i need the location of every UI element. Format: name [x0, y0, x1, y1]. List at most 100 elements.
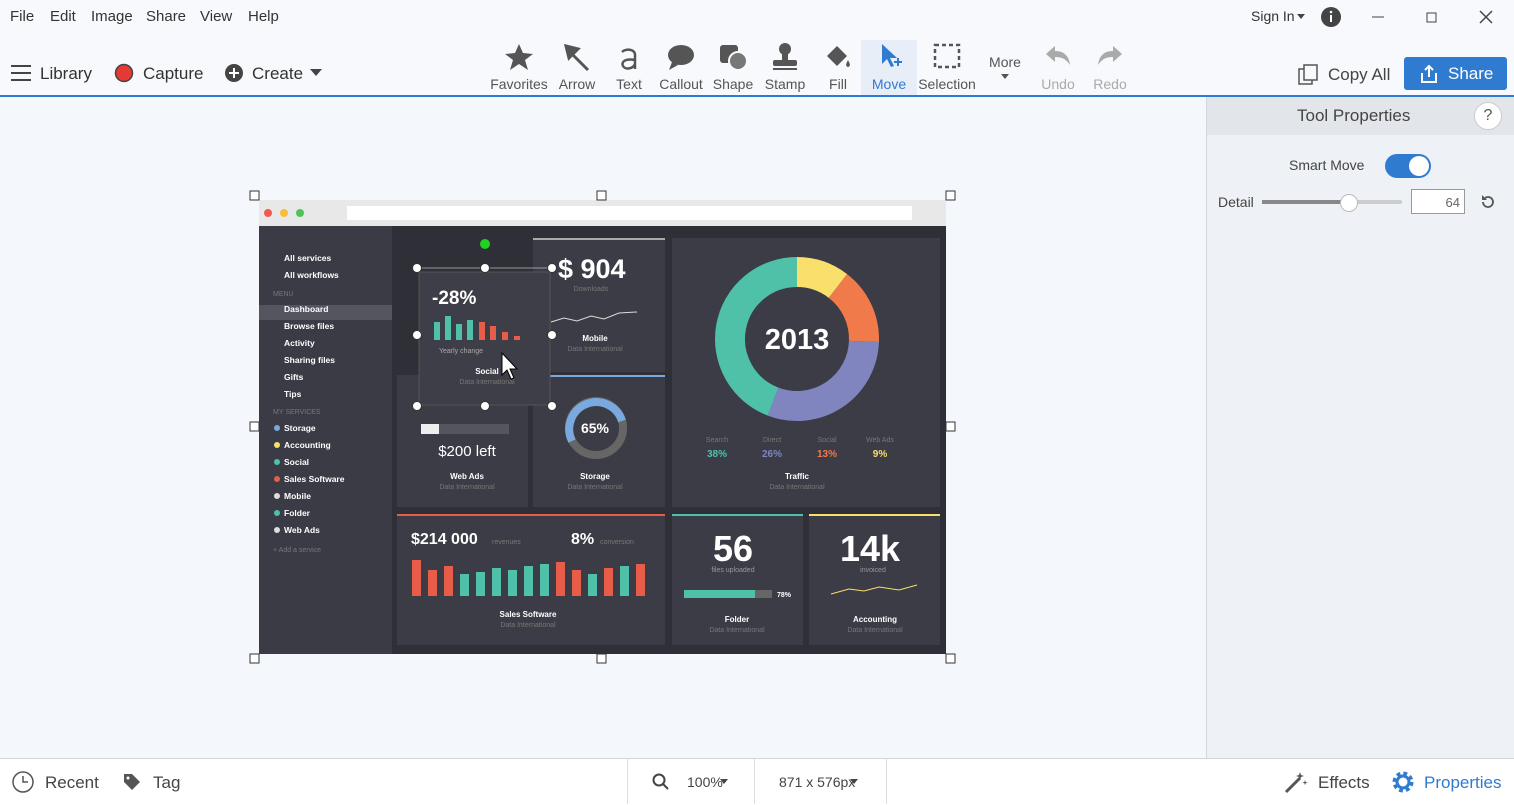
legend-name: Social — [817, 437, 837, 444]
toggle-knob — [1409, 156, 1429, 176]
sales-rate: 8% — [571, 531, 594, 548]
legend-value: 26% — [762, 449, 782, 460]
reset-icon[interactable] — [1479, 193, 1497, 211]
create-button[interactable]: Create — [252, 64, 304, 83]
sidebar-dot — [274, 425, 280, 431]
tool-shape[interactable]: Shape — [705, 40, 761, 95]
social-thumbnail-bars — [434, 316, 520, 340]
sidebar-item: Mobile — [284, 491, 311, 501]
folder-value: 56 — [713, 528, 753, 569]
sales-rate-caption: conversion — [600, 539, 634, 546]
captured-image[interactable]: All services All workflows MENU Dashboard Br… — [259, 200, 946, 654]
traffic-donut — [715, 257, 879, 421]
sidebar-dot — [274, 442, 280, 448]
card-storage — [533, 375, 665, 507]
web-ads-track — [439, 424, 509, 434]
legend-name: Web Ads — [866, 437, 894, 444]
slider-thumb[interactable] — [1340, 194, 1358, 212]
sidebar-item: Browse files — [284, 321, 334, 331]
tool-fill[interactable]: Fill — [810, 40, 866, 95]
folder-title: Folder — [725, 615, 749, 624]
zoom-icon — [652, 773, 669, 790]
tool-label: Text — [616, 76, 642, 92]
web-ads-bar — [421, 424, 439, 434]
object-handles[interactable] — [412, 239, 557, 411]
tool-arrow[interactable]: Arrow — [549, 40, 605, 95]
tool-more[interactable]: More — [977, 40, 1033, 95]
tag-button[interactable]: Tag — [153, 773, 181, 792]
copy-all-button[interactable]: Copy All — [1328, 65, 1391, 84]
tool-undo[interactable]: Undo — [1030, 40, 1086, 95]
sales-caption: revenues — [492, 539, 521, 546]
legend-value: 13% — [817, 449, 837, 460]
menu-item[interactable]: Image — [91, 8, 133, 25]
sidebar-dot — [274, 493, 280, 499]
folder-caption: files uploaded — [711, 567, 754, 574]
tool-callout[interactable]: Callout — [653, 40, 709, 95]
tool-label: Selection — [918, 76, 976, 92]
detail-input[interactable]: 64 — [1411, 189, 1465, 214]
share-button[interactable]: Share — [1404, 57, 1507, 90]
sidebar-item: Tips — [284, 389, 302, 399]
social-subtitle: Data International — [459, 379, 515, 386]
sidebar-heading: MENU — [273, 291, 294, 298]
menu-item[interactable]: Help — [248, 8, 279, 25]
social-title: Social — [475, 367, 499, 376]
tool-redo[interactable]: Redo — [1082, 40, 1138, 95]
mobile-sparkline — [550, 311, 638, 323]
accounting-value: 14k — [840, 528, 901, 569]
card-accounting — [809, 514, 940, 645]
folder-percent: 78% — [777, 592, 792, 599]
tool-favorites[interactable]: Favorites — [490, 40, 548, 95]
panel-title: Tool Properties — [1297, 106, 1411, 125]
sales-thumbnail-bars — [412, 560, 645, 596]
social-value: -28% — [432, 288, 476, 309]
menu-item[interactable]: View — [200, 8, 233, 25]
tool-label: Move — [871, 76, 907, 92]
icon — [773, 43, 797, 70]
sidebar-item: Web Ads — [284, 525, 320, 535]
dot — [280, 209, 288, 217]
size-dropdown[interactable]: 871 x 576px — [779, 774, 856, 790]
sales-subtitle: Data International — [500, 622, 556, 629]
dropdown-arrow — [850, 779, 858, 784]
tool-stamp[interactable]: Stamp — [757, 40, 813, 95]
dot — [264, 209, 272, 217]
menu-item[interactable]: Share — [146, 8, 187, 25]
menu-item[interactable]: File — [10, 8, 35, 25]
legend-name: Direct — [763, 437, 781, 444]
tool-label: Stamp — [764, 76, 806, 92]
tool-move[interactable]: Move — [861, 40, 917, 95]
web-ads-value: $200 left — [438, 443, 496, 460]
help-button[interactable]: ? — [1474, 102, 1502, 130]
icon — [1046, 46, 1070, 65]
recent-icon — [12, 771, 34, 793]
sidebar-item: All workflows — [284, 270, 339, 280]
icon — [933, 43, 961, 69]
sidebar-dot — [274, 459, 280, 465]
capture-button[interactable]: Capture — [143, 64, 204, 83]
card-accent — [809, 514, 940, 516]
zoom-dropdown[interactable]: 100% — [687, 774, 723, 790]
smart-move-label: Smart Move — [1289, 157, 1365, 173]
recent-button[interactable]: Recent — [45, 773, 99, 792]
dropdown-arrow — [310, 69, 322, 76]
icon — [563, 43, 590, 72]
library-button[interactable]: Library — [40, 64, 92, 83]
sidebar-item: Folder — [284, 508, 311, 518]
menu-item[interactable]: Edit — [50, 8, 76, 25]
tool-selection[interactable]: Selection — [918, 40, 976, 95]
properties-button[interactable]: Properties — [1424, 773, 1502, 792]
sidebar-item: Accounting — [284, 440, 331, 450]
icon — [827, 46, 850, 67]
sign-in[interactable]: Sign In — [1251, 8, 1295, 24]
storage-title: Storage — [580, 472, 610, 481]
donut-segment — [796, 257, 848, 299]
smart-move-toggle[interactable] — [1385, 154, 1431, 178]
tool-label: Favorites — [490, 76, 548, 92]
tool-label: Shape — [712, 76, 754, 92]
card-texts: $ 904 Downloads Mobile Data Internationa… — [411, 254, 918, 634]
tool-text[interactable]: Text — [601, 40, 657, 95]
card-folder — [672, 514, 803, 645]
effects-button[interactable]: Effects — [1318, 773, 1370, 792]
